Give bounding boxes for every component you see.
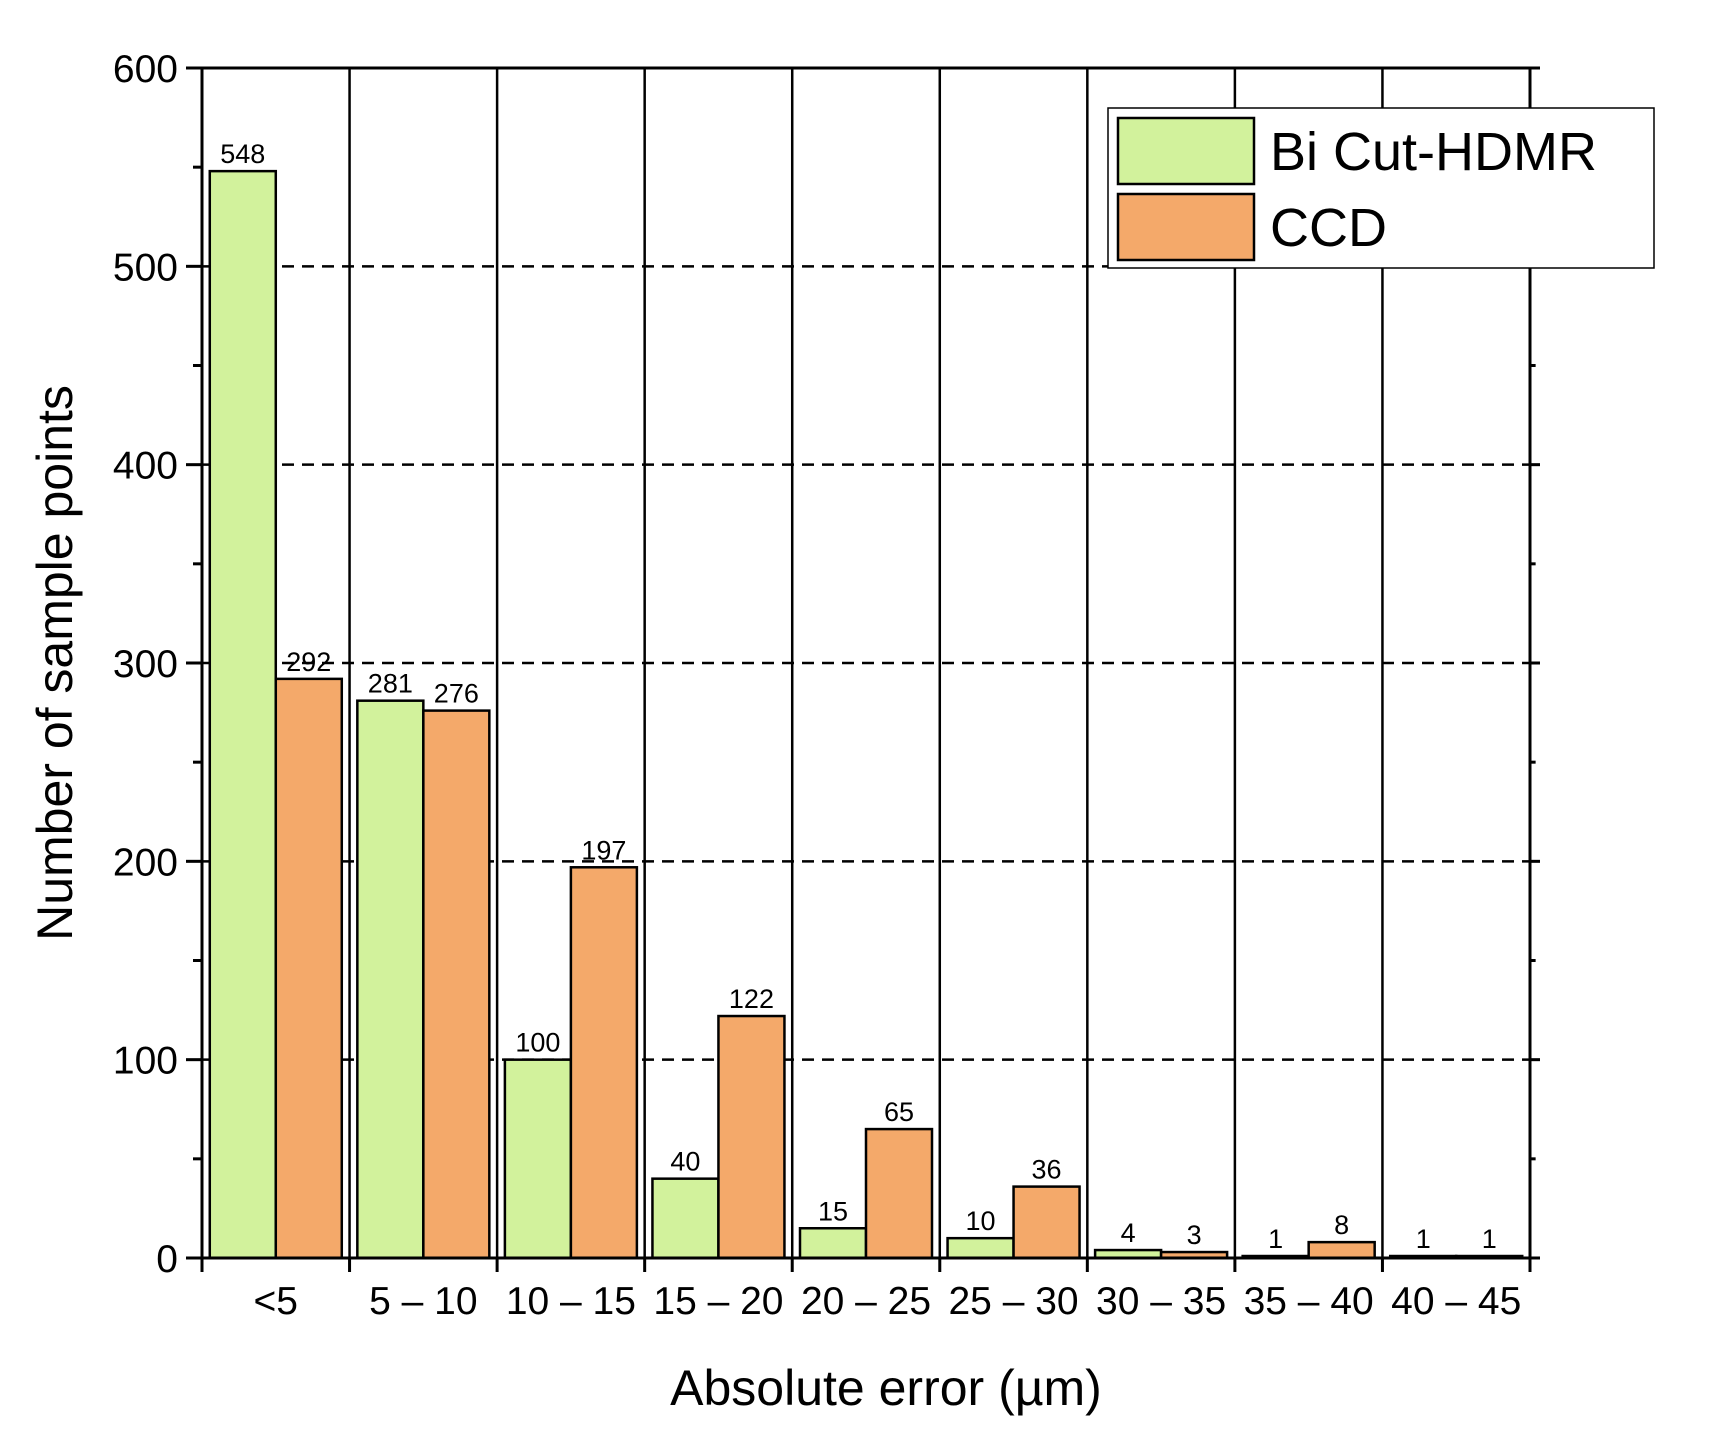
y-tick-label: 300 (113, 643, 178, 686)
legend: Bi Cut-HDMR CCD (1107, 107, 1655, 269)
bar-bi-cut-hdmr (503, 1058, 573, 1260)
y-tick-label: 400 (113, 445, 178, 488)
data-label: 3 (1187, 1220, 1202, 1250)
x-tick-label: <5 (254, 1280, 298, 1323)
bar-ccd (274, 677, 344, 1260)
bar-ccd (569, 866, 639, 1260)
data-label: 292 (286, 647, 331, 677)
bars (208, 169, 1524, 1260)
bar-ccd (1012, 1185, 1081, 1260)
data-label: 1 (1482, 1224, 1497, 1254)
data-label: 10 (966, 1206, 996, 1236)
data-label: 40 (670, 1147, 700, 1177)
data-label: 548 (220, 139, 265, 169)
y-tick-label: 500 (113, 246, 178, 289)
data-label: 65 (884, 1097, 914, 1127)
data-labels: 548 292 281 276 100 197 40 122 15 65 10 36 4 3 1 8 1 1 (220, 139, 1496, 1254)
y-tick-label: 600 (113, 48, 178, 91)
bar-bi-cut-hdmr (946, 1236, 1015, 1260)
x-axis-title: Absolute error (µm) (670, 1360, 1102, 1416)
data-label: 15 (818, 1196, 848, 1226)
data-label: 100 (515, 1028, 560, 1058)
bar-ccd (1307, 1240, 1376, 1260)
legend-swatch (1116, 116, 1256, 186)
bar-bi-cut-hdmr (208, 169, 278, 1260)
data-label: 4 (1121, 1218, 1136, 1248)
bar-ccd (864, 1127, 934, 1260)
data-label: 8 (1334, 1210, 1349, 1240)
y-tick-label: 0 (156, 1238, 178, 1281)
y-tick-label: 200 (113, 841, 178, 884)
bar-ccd (422, 709, 491, 1260)
x-tick-label: 25 – 30 (948, 1280, 1078, 1323)
x-tick-label: 20 – 25 (801, 1280, 931, 1323)
data-label: 276 (434, 679, 479, 709)
x-tick-label: 40 – 45 (1391, 1280, 1521, 1323)
data-label: 1 (1416, 1224, 1431, 1254)
y-tick-label: 100 (113, 1040, 178, 1083)
data-label: 1 (1268, 1224, 1283, 1254)
data-label: 36 (1032, 1155, 1062, 1185)
data-label: 122 (729, 984, 774, 1014)
x-tick-label: 35 – 40 (1244, 1280, 1374, 1323)
x-tick-label: 15 – 20 (653, 1280, 783, 1323)
x-tick-label: 30 – 35 (1096, 1280, 1226, 1323)
data-label: 197 (581, 835, 626, 865)
bar-bi-cut-hdmr (651, 1177, 720, 1260)
y-axis-title: Number of sample points (27, 385, 83, 941)
bar-bi-cut-hdmr (798, 1227, 868, 1260)
bar-bi-cut-hdmr (356, 699, 425, 1260)
legend-swatch (1116, 192, 1256, 262)
axes: 0 100 200 300 400 500 600 <5 5 – 10 10 – 15 15 – 2… (113, 48, 1540, 1323)
bar-ccd (717, 1014, 786, 1260)
legend-label: CCD (1270, 198, 1387, 258)
legend-label: Bi Cut-HDMR (1270, 122, 1597, 182)
x-tick-label: 5 – 10 (369, 1280, 477, 1323)
data-label: 281 (368, 669, 413, 699)
x-tick-label: 10 – 15 (506, 1280, 636, 1323)
